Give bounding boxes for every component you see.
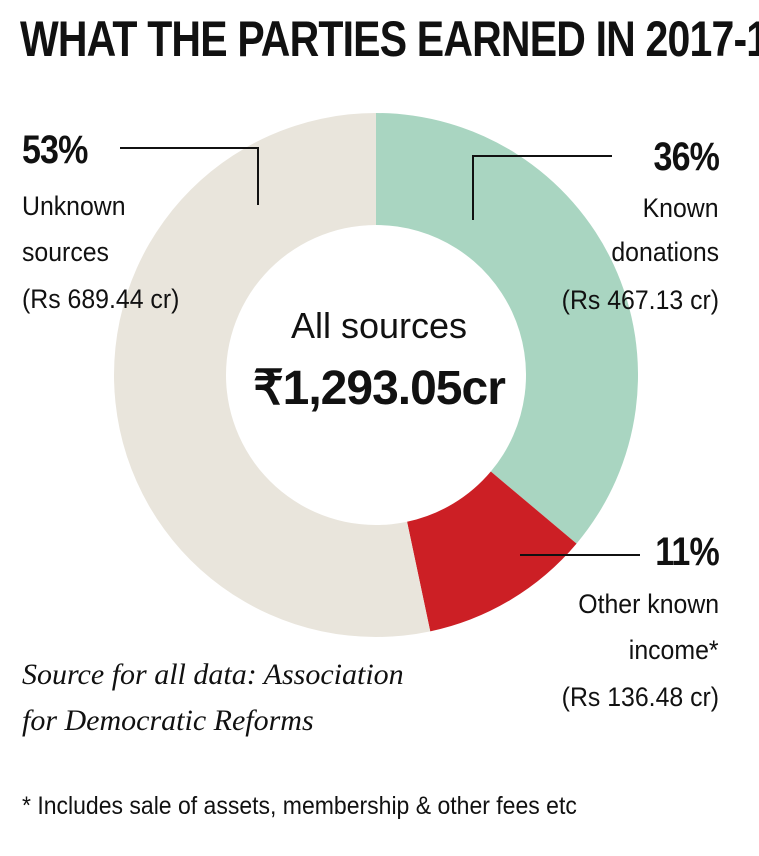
- slice-label-other-known-income: Other known: [578, 589, 719, 619]
- leader-line-known-donations: [472, 155, 612, 220]
- donut-slices: [113, 113, 638, 638]
- slice-pct-known-donations: 36%: [653, 135, 719, 179]
- donut-slice-0: [376, 113, 638, 544]
- donut-slice-2: [113, 113, 431, 638]
- slice-label2-unknown-sources: sources: [22, 237, 109, 267]
- donut-center-title: All sources: [290, 305, 468, 346]
- chart-title: WHAT THE PARTIES EARNED IN 2017-18: [20, 11, 759, 67]
- leader-lines: [120, 147, 640, 556]
- slice-pct-unknown-sources: 53%: [22, 128, 88, 172]
- slice-label2-known-donations: donations: [611, 237, 719, 267]
- slice-pct-other-known-income: 11%: [655, 530, 719, 574]
- source-line-1: Source for all data: Association: [22, 658, 404, 691]
- slice-amount-unknown-sources: (Rs 689.44 cr): [22, 284, 180, 314]
- source-note: Source for all data: Association for Dem…: [22, 652, 404, 744]
- slice-label-known-donations: Known: [643, 193, 719, 223]
- slice-amount-other-known-income: (Rs 136.48 cr): [561, 682, 719, 712]
- footnote: * Includes sale of assets, membership & …: [22, 792, 577, 820]
- source-line-2: for Democratic Reforms: [22, 704, 314, 737]
- donut-slice-1: [407, 471, 577, 632]
- slice-amount-known-donations: (Rs 467.13 cr): [561, 285, 719, 315]
- slice-label2-other-known-income: income*: [629, 635, 719, 665]
- donut-center-total: ₹1,293.05cr: [253, 362, 506, 415]
- leader-line-unknown-sources: [120, 147, 259, 205]
- slice-label-unknown-sources: Unknown: [22, 191, 126, 221]
